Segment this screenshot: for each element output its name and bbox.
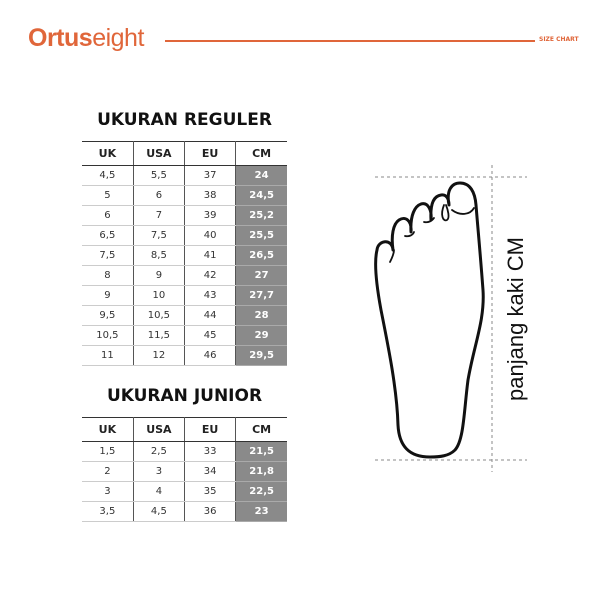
cell-eu: 41	[184, 245, 237, 266]
cell-usa: 7,5	[133, 225, 186, 246]
column-header-uk: UK	[82, 417, 134, 442]
cell-usa: 8,5	[133, 245, 186, 266]
cell-usa: 4	[133, 481, 186, 502]
column-header-eu: EU	[184, 417, 237, 442]
cell-uk: 10,5	[82, 325, 134, 346]
column-header-cm: CM	[235, 141, 287, 166]
cell-uk: 5	[82, 185, 134, 206]
cell-cm: 25,2	[235, 205, 287, 226]
cell-cm: 22,5	[235, 481, 287, 502]
cell-eu: 40	[184, 225, 237, 246]
header-divider	[165, 40, 535, 42]
column-header-usa: USA	[133, 417, 186, 442]
table-row: 5 6 38 24,5	[82, 185, 287, 206]
table-row: 9 10 43 27,7	[82, 285, 287, 306]
cell-usa: 6	[133, 185, 186, 206]
cell-eu: 36	[184, 501, 237, 522]
cell-uk: 3	[82, 481, 134, 502]
cell-eu: 33	[184, 441, 237, 462]
regular-size-table: UK USA EU CM 4,5 5,5 37 24 5 6 38 24,5 6 7 39 25,2 6,5 7,…	[82, 141, 287, 366]
table-row: 7,5 8,5 41 26,5	[82, 245, 287, 266]
cell-cm: 29,5	[235, 345, 287, 366]
cell-cm: 27	[235, 265, 287, 286]
cell-uk: 2	[82, 461, 134, 482]
column-header-eu: EU	[184, 141, 237, 166]
cell-usa: 9	[133, 265, 186, 286]
cell-cm: 28	[235, 305, 287, 326]
measure-guides	[375, 165, 527, 472]
column-header-uk: UK	[82, 141, 134, 166]
cell-usa: 3	[133, 461, 186, 482]
cell-eu: 39	[184, 205, 237, 226]
cell-eu: 46	[184, 345, 237, 366]
cell-uk: 9	[82, 285, 134, 306]
cell-eu: 35	[184, 481, 237, 502]
cell-uk: 6	[82, 205, 134, 226]
table-header-row: UK USA EU CM	[82, 417, 287, 442]
cell-usa: 10	[133, 285, 186, 306]
table-row: 1,5 2,5 33 21,5	[82, 441, 287, 462]
junior-table-title: UKURAN JUNIOR	[106, 386, 263, 406]
cell-usa: 4,5	[133, 501, 186, 522]
column-header-usa: USA	[133, 141, 186, 166]
cell-cm: 21,8	[235, 461, 287, 482]
table-row: 2 3 34 21,8	[82, 461, 287, 482]
cell-cm: 29	[235, 325, 287, 346]
junior-size-table: UK USA EU CM 1,5 2,5 33 21,5 2 3 34 21,8 3 4 35 22,5 3,5…	[82, 417, 287, 522]
section-label: SIZE CHART	[539, 36, 579, 43]
cell-usa: 11,5	[133, 325, 186, 346]
cell-usa: 2,5	[133, 441, 186, 462]
foot-outline-icon	[374, 181, 485, 459]
cell-cm: 23	[235, 501, 287, 522]
cell-uk: 3,5	[82, 501, 134, 522]
cell-eu: 43	[184, 285, 237, 306]
table-row: 11 12 46 29,5	[82, 345, 287, 366]
column-header-cm: CM	[235, 417, 287, 442]
cell-uk: 6,5	[82, 225, 134, 246]
brand-logo: Ortuseight	[28, 24, 144, 52]
cell-usa: 5,5	[133, 165, 186, 186]
regular-table-title: UKURAN REGULER	[97, 110, 272, 130]
cell-cm: 26,5	[235, 245, 287, 266]
cell-uk: 8	[82, 265, 134, 286]
cell-usa: 12	[133, 345, 186, 366]
cell-uk: 9,5	[82, 305, 134, 326]
cell-usa: 10,5	[133, 305, 186, 326]
cell-uk: 7,5	[82, 245, 134, 266]
cell-usa: 7	[133, 205, 186, 226]
table-row: 8 9 42 27	[82, 265, 287, 286]
table-row: 9,5 10,5 44 28	[82, 305, 287, 326]
cell-cm: 24,5	[235, 185, 287, 206]
table-row: 6,5 7,5 40 25,5	[82, 225, 287, 246]
cell-eu: 34	[184, 461, 237, 482]
cell-cm: 25,5	[235, 225, 287, 246]
cell-uk: 1,5	[82, 441, 134, 462]
table-header-row: UK USA EU CM	[82, 141, 287, 166]
cell-cm: 21,5	[235, 441, 287, 462]
cell-eu: 45	[184, 325, 237, 346]
cell-cm: 27,7	[235, 285, 287, 306]
table-row: 10,5 11,5 45 29	[82, 325, 287, 346]
foot-length-label: panjang kaki CM	[503, 237, 528, 401]
table-row: 3 4 35 22,5	[82, 481, 287, 502]
cell-uk: 11	[82, 345, 134, 366]
cell-cm: 24	[235, 165, 287, 186]
cell-eu: 37	[184, 165, 237, 186]
table-row: 4,5 5,5 37 24	[82, 165, 287, 186]
cell-eu: 38	[184, 185, 237, 206]
table-row: 3,5 4,5 36 23	[82, 501, 287, 522]
cell-eu: 44	[184, 305, 237, 326]
cell-eu: 42	[184, 265, 237, 286]
table-row: 6 7 39 25,2	[82, 205, 287, 226]
cell-uk: 4,5	[82, 165, 134, 186]
